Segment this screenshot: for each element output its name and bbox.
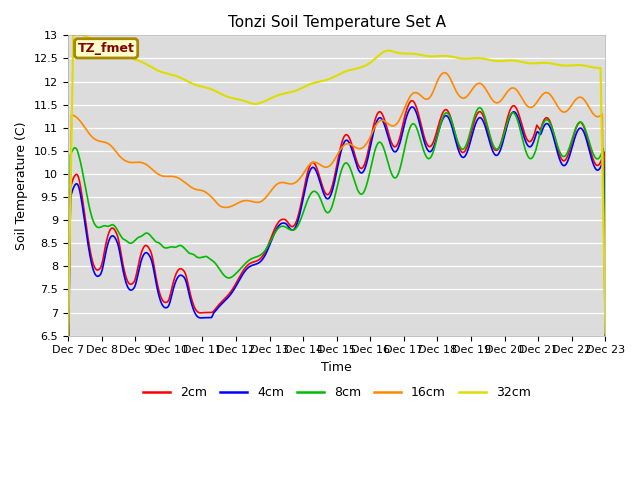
- Y-axis label: Soil Temperature (C): Soil Temperature (C): [15, 121, 28, 250]
- X-axis label: Time: Time: [321, 361, 352, 374]
- Legend: 2cm, 4cm, 8cm, 16cm, 32cm: 2cm, 4cm, 8cm, 16cm, 32cm: [138, 382, 536, 405]
- Text: TZ_fmet: TZ_fmet: [77, 42, 134, 55]
- Title: Tonzi Soil Temperature Set A: Tonzi Soil Temperature Set A: [228, 15, 445, 30]
